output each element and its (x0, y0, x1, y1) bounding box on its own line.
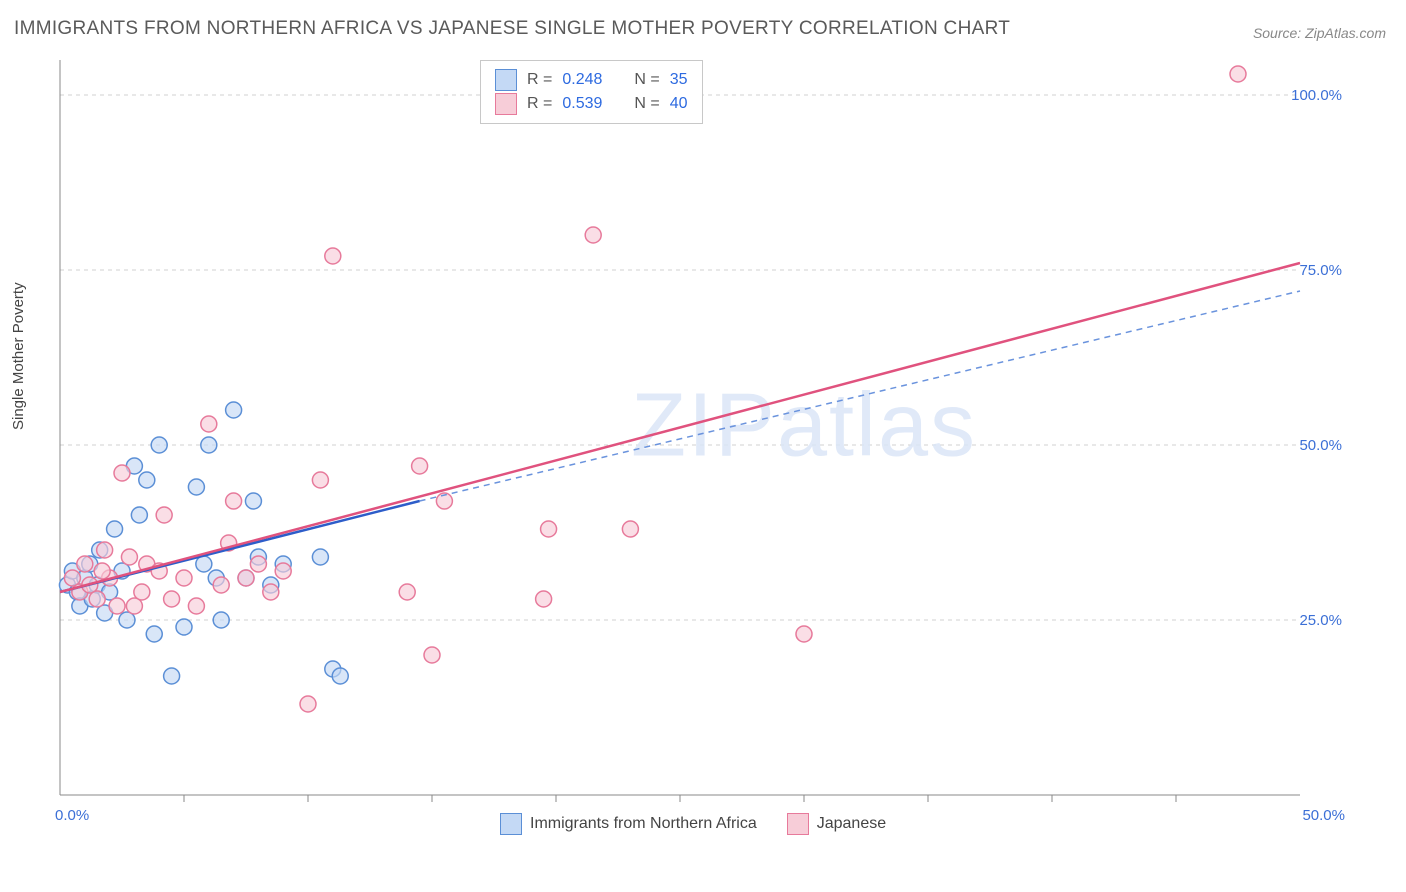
legend-swatch (787, 813, 809, 835)
legend-n-value: 40 (670, 95, 688, 113)
legend-item: Immigrants from Northern Africa (500, 813, 757, 835)
source-attribution: Source: ZipAtlas.com (1253, 25, 1386, 41)
svg-text:50.0%: 50.0% (1302, 807, 1345, 824)
chart-title: IMMIGRANTS FROM NORTHERN AFRICA VS JAPAN… (14, 18, 1010, 40)
scatter-chart: 25.0% 50.0% 75.0% 100.0% ZIPatlas 0.0% 50.0% (50, 55, 1350, 825)
legend-r-label: R = (527, 95, 552, 113)
legend-r-value: 0.248 (562, 71, 602, 89)
legend-label: Immigrants from Northern Africa (530, 815, 757, 833)
series-legend: Immigrants from Northern Africa Japanese (500, 813, 886, 835)
y-axis-label: Single Mother Poverty (10, 282, 27, 430)
svg-text:75.0%: 75.0% (1299, 262, 1342, 279)
legend-n-label: N = (634, 95, 659, 113)
svg-text:0.0%: 0.0% (55, 807, 89, 824)
legend-r-label: R = (527, 71, 552, 89)
legend-row: R = 0.248 N = 35 (495, 69, 688, 91)
legend-r-value: 0.539 (562, 95, 602, 113)
svg-text:100.0%: 100.0% (1291, 87, 1342, 104)
legend-n-label: N = (634, 71, 659, 89)
legend-n-value: 35 (670, 71, 688, 89)
legend-swatch (495, 69, 517, 91)
legend-swatch (500, 813, 522, 835)
legend-item: Japanese (787, 813, 886, 835)
svg-text:50.0%: 50.0% (1299, 437, 1342, 454)
correlation-legend: R = 0.248 N = 35 R = 0.539 N = 40 (480, 60, 703, 124)
legend-label: Japanese (817, 815, 886, 833)
svg-text:25.0%: 25.0% (1299, 612, 1342, 629)
legend-row: R = 0.539 N = 40 (495, 93, 688, 115)
svg-text:ZIPatlas: ZIPatlas (631, 375, 977, 475)
legend-swatch (495, 93, 517, 115)
